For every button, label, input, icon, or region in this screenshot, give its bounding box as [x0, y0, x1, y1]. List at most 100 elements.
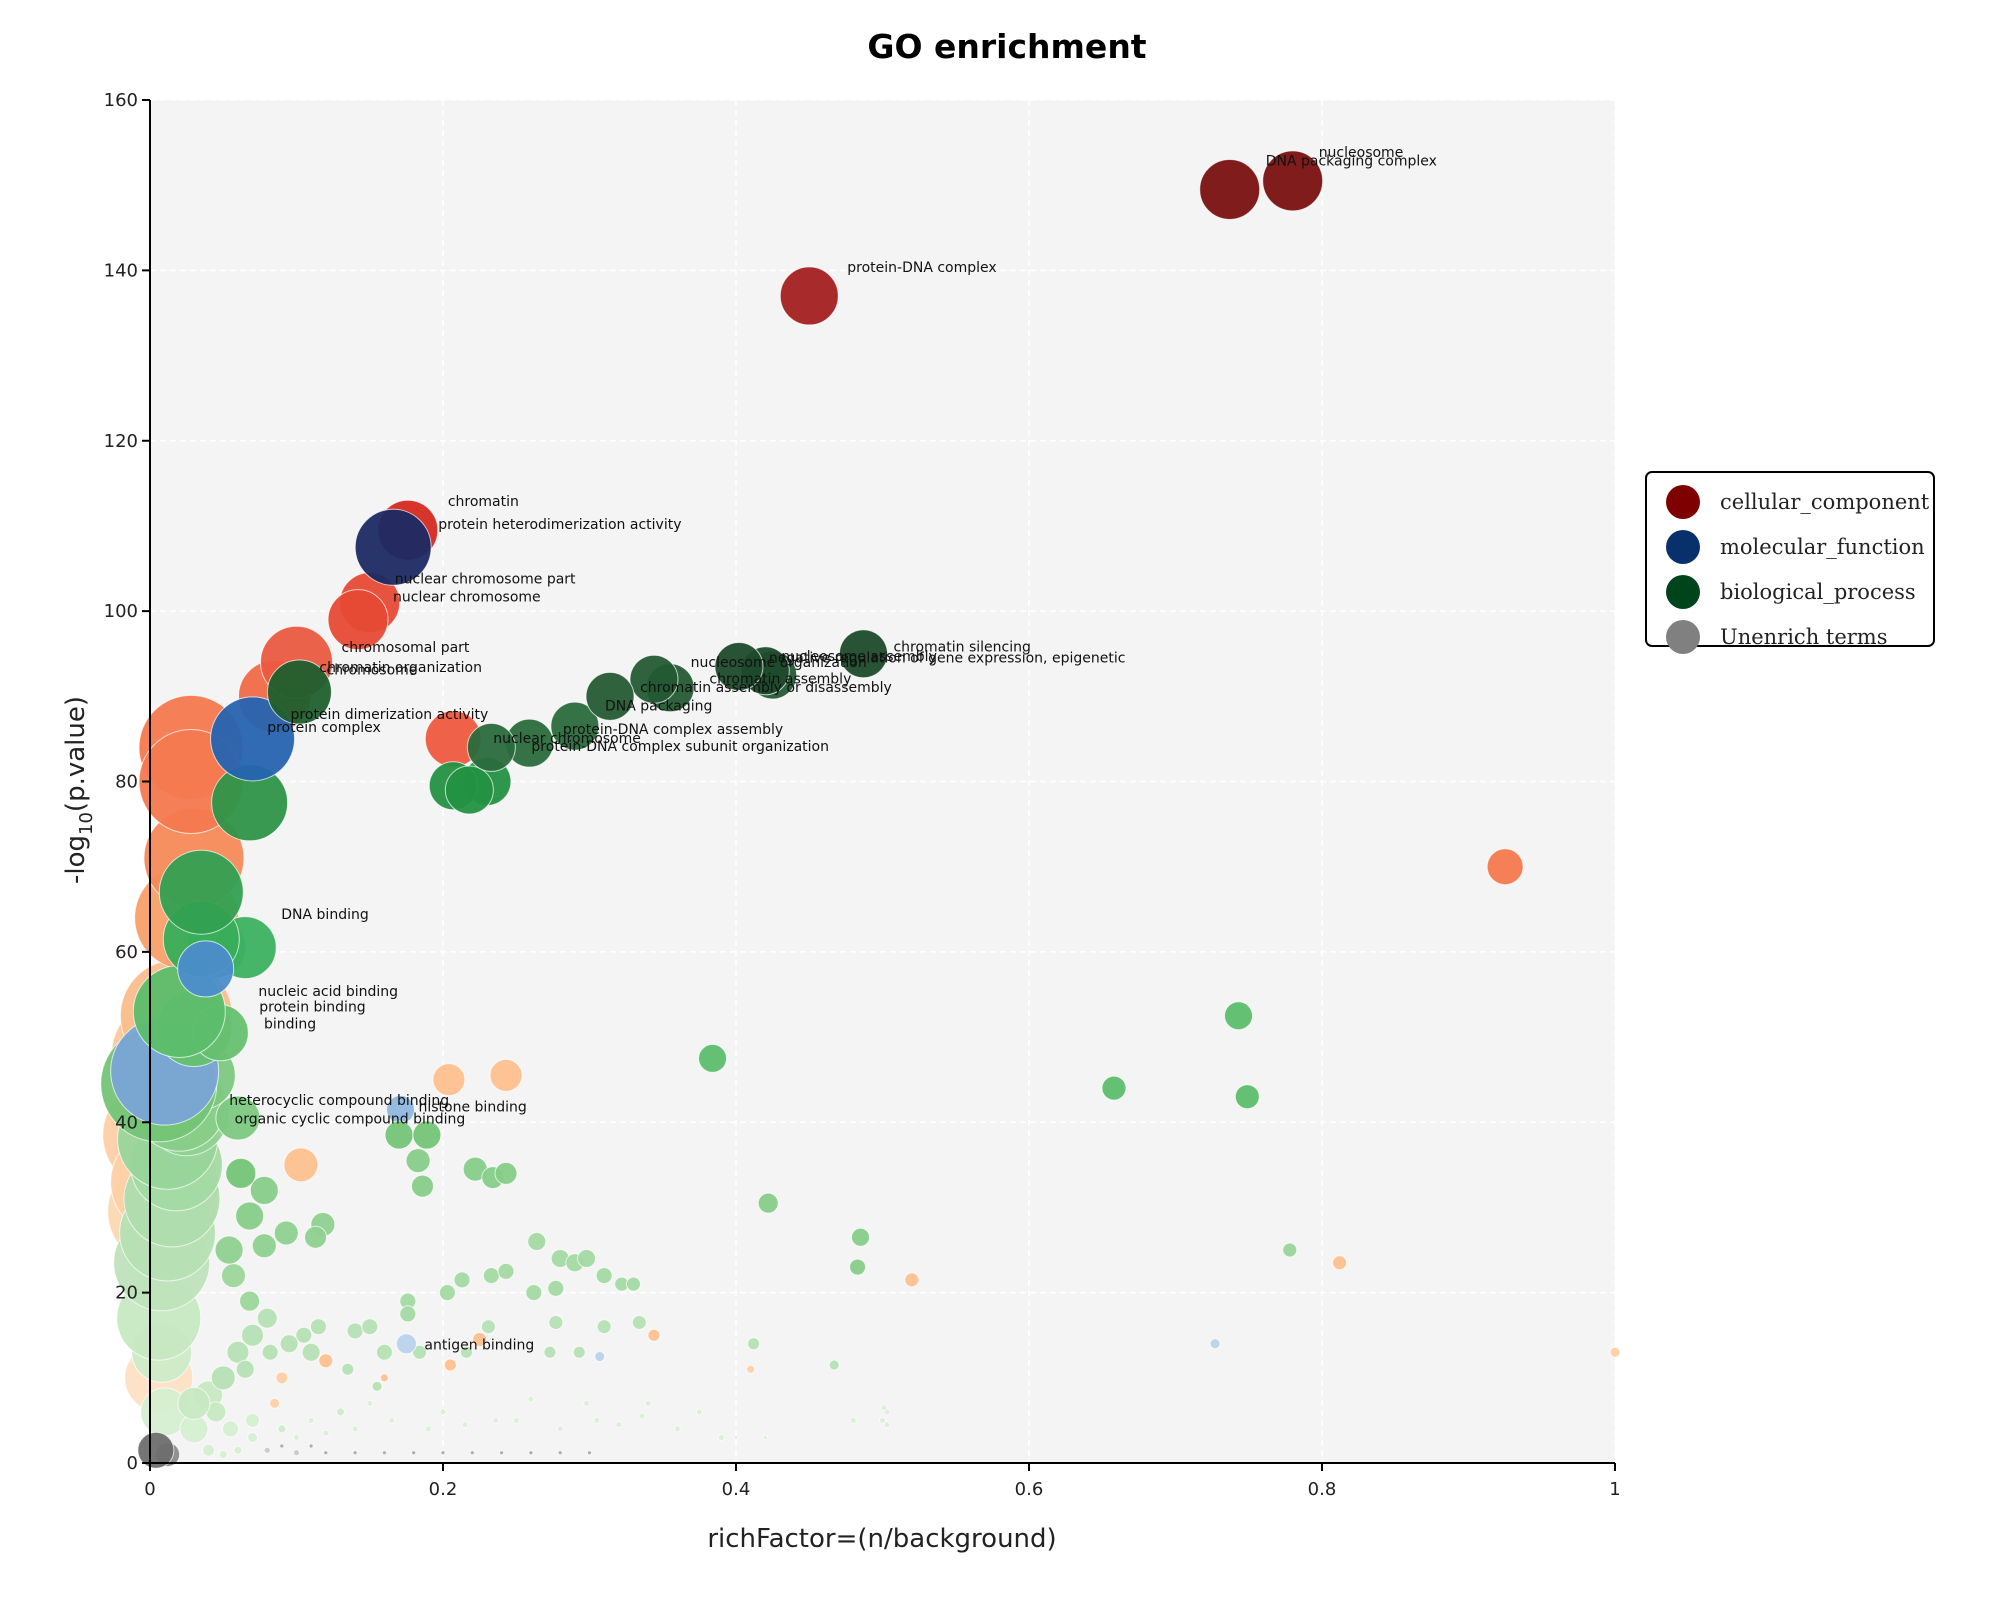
bubble-point[interactable] [352, 1450, 358, 1456]
bubble-point[interactable] [323, 1450, 329, 1456]
bubble-point[interactable] [594, 1351, 606, 1363]
bubble-point[interactable] [438, 1284, 456, 1302]
bubble-point[interactable] [494, 1161, 518, 1185]
bubble-point[interactable] [625, 1276, 641, 1292]
bubble-point[interactable] [673, 1425, 681, 1433]
bubble-point[interactable] [379, 1373, 389, 1383]
bubble-point[interactable] [177, 1386, 211, 1420]
bubble-point[interactable] [577, 1249, 597, 1269]
bubble-point[interactable] [714, 641, 764, 691]
bubble-point[interactable] [543, 1345, 557, 1359]
bubble-point[interactable] [251, 1233, 277, 1259]
bubble-point[interactable] [375, 1343, 393, 1361]
bubble-point[interactable] [698, 1043, 728, 1073]
bubble-point[interactable] [214, 1235, 244, 1265]
bubble-point[interactable] [210, 696, 296, 782]
bubble-point[interactable] [322, 1429, 330, 1437]
bubble-point[interactable] [444, 765, 494, 815]
bubble-point[interactable] [304, 1225, 328, 1249]
bubble-point[interactable] [1262, 150, 1324, 212]
bubble-point[interactable] [309, 1318, 327, 1336]
bubble-point[interactable] [779, 266, 839, 326]
bubble-point[interactable] [838, 629, 888, 679]
bubble-point[interactable] [1609, 1346, 1621, 1358]
bubble-point[interactable] [366, 1399, 374, 1407]
bubble-point[interactable] [247, 1431, 259, 1443]
bubble-point[interactable] [275, 1371, 289, 1385]
bubble-point[interactable] [480, 1319, 496, 1335]
bubble-point[interactable] [1209, 1338, 1221, 1350]
bubble-point[interactable] [453, 1271, 471, 1289]
bubble-point[interactable] [137, 1431, 175, 1469]
bubble-point[interactable] [307, 1416, 315, 1424]
bubble-point[interactable] [405, 1148, 431, 1174]
bubble-point[interactable] [461, 1421, 469, 1429]
bubble-point[interactable] [527, 1395, 535, 1403]
bubble-point[interactable] [388, 1416, 396, 1424]
bubble-point[interactable] [218, 1449, 228, 1459]
bubble-point[interactable] [371, 1380, 383, 1392]
bubble-point[interactable] [308, 1443, 314, 1449]
bubble-point[interactable] [241, 1323, 265, 1347]
bubble-point[interactable] [1101, 1075, 1127, 1101]
bubble-point[interactable] [263, 1446, 271, 1454]
bubble-point[interactable] [482, 1267, 500, 1285]
bubble-point[interactable] [469, 1450, 475, 1456]
bubble-point[interactable] [492, 1416, 500, 1424]
bubble-point[interactable] [489, 1058, 523, 1092]
bubble-point[interactable] [361, 1318, 379, 1336]
bubble-point[interactable] [512, 1416, 520, 1424]
bubble-point[interactable] [733, 1434, 739, 1440]
bubble-point[interactable] [395, 1333, 417, 1355]
bubble-point[interactable] [410, 1174, 434, 1198]
bubble-point[interactable] [412, 1120, 442, 1150]
bubble-point[interactable] [647, 1328, 661, 1342]
bubble-point[interactable] [528, 1450, 534, 1456]
bubble-point[interactable] [466, 722, 516, 772]
bubble-point[interactable] [849, 1416, 857, 1424]
bubble-point[interactable] [757, 1192, 779, 1214]
bubble-point[interactable] [851, 1227, 871, 1247]
bubble-point[interactable] [301, 1342, 321, 1362]
bubble-point[interactable] [1223, 1001, 1253, 1031]
bubble-point[interactable] [557, 1450, 563, 1456]
bubble-point[interactable] [249, 1175, 279, 1205]
bubble-point[interactable] [261, 1343, 279, 1361]
bubble-point[interactable] [556, 1425, 564, 1433]
bubble-point[interactable] [215, 1095, 261, 1141]
bubble-point[interactable] [849, 1258, 867, 1276]
bubble-point[interactable] [587, 1450, 592, 1456]
bubble-point[interactable] [629, 654, 679, 704]
bubble-point[interactable] [346, 1322, 364, 1340]
bubble-point[interactable] [235, 1201, 265, 1231]
bubble-point[interactable] [399, 1305, 417, 1323]
bubble-point[interactable] [828, 1359, 840, 1371]
bubble-point[interactable] [585, 671, 635, 721]
bubble-point[interactable] [318, 1353, 334, 1369]
bubble-point[interactable] [904, 1272, 920, 1288]
bubble-point[interactable] [222, 1420, 240, 1438]
bubble-point[interactable] [424, 1425, 432, 1433]
bubble-point[interactable] [631, 1314, 647, 1330]
bubble-point[interactable] [327, 589, 389, 651]
bubble-point[interactable] [381, 1450, 387, 1456]
bubble-point[interactable] [341, 1362, 355, 1376]
bubble-point[interactable] [439, 1408, 447, 1416]
bubble-point[interactable] [1199, 158, 1261, 220]
bubble-point[interactable] [412, 1344, 428, 1360]
bubble-point[interactable] [746, 1364, 756, 1374]
bubble-point[interactable] [527, 1232, 547, 1252]
bubble-point[interactable] [269, 1397, 281, 1409]
bubble-point[interactable] [177, 940, 235, 998]
bubble-point[interactable] [225, 1157, 257, 1189]
bubble-point[interactable] [221, 1263, 247, 1289]
bubble-point[interactable] [583, 1399, 591, 1407]
bubble-point[interactable] [273, 1220, 299, 1246]
bubble-point[interactable] [593, 1416, 601, 1424]
bubble-point[interactable] [596, 1319, 612, 1335]
bubble-point[interactable] [277, 1424, 287, 1434]
bubble-point[interactable] [717, 1433, 725, 1441]
bubble-point[interactable] [158, 849, 244, 935]
bubble-point[interactable] [210, 1365, 236, 1391]
bubble-point[interactable] [638, 1412, 646, 1420]
